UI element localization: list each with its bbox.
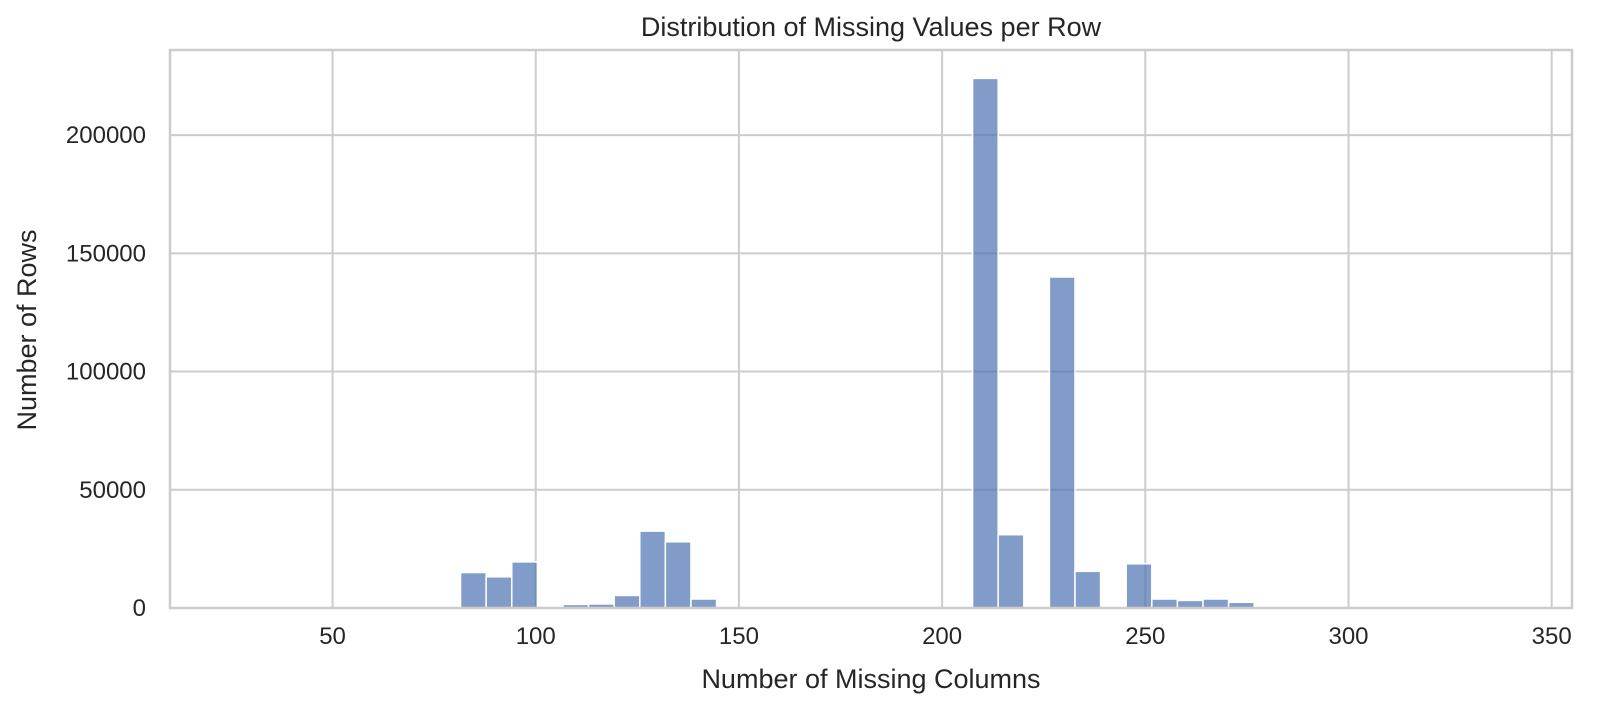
grid-lines (170, 50, 1572, 609)
x-axis-label: Number of Missing Columns (701, 664, 1040, 694)
bars (459, 77, 1255, 609)
x-tick-label: 50 (319, 623, 346, 650)
histogram-bar (664, 541, 692, 609)
histogram-bar (1151, 598, 1179, 609)
chart-title: Distribution of Missing Values per Row (641, 12, 1102, 42)
histogram-bar (690, 598, 718, 609)
y-tick-label: 50000 (79, 477, 146, 504)
y-tick-label: 0 (133, 595, 146, 622)
histogram-bar (1048, 276, 1076, 609)
x-tick-label: 150 (719, 623, 759, 650)
histogram-bar (459, 571, 487, 609)
y-tick-labels: 0 50000 100000 150000 200000 (66, 122, 146, 622)
histogram-bar (1074, 570, 1102, 609)
x-tick-label: 300 (1328, 623, 1368, 650)
histogram-bar (1125, 563, 1153, 609)
y-tick-label: 100000 (66, 359, 146, 386)
x-tick-label: 100 (516, 623, 556, 650)
histogram-bar (485, 576, 513, 609)
plot-frame (168, 48, 1574, 610)
y-tick-label: 150000 (66, 240, 146, 267)
x-tick-label: 250 (1125, 623, 1165, 650)
plot-background (170, 50, 1572, 608)
y-axis-label: Number of Rows (12, 229, 42, 430)
histogram-bar (971, 77, 999, 609)
histogram-bar (997, 533, 1025, 609)
histogram-bar (1202, 598, 1230, 609)
y-tick-label: 200000 (66, 122, 146, 149)
x-tick-labels: 50 100 150 200 250 300 350 (319, 623, 1572, 650)
histogram-bar (639, 530, 667, 609)
x-tick-label: 350 (1532, 623, 1572, 650)
x-tick-label: 200 (922, 623, 962, 650)
histogram-bar (511, 561, 539, 609)
histogram-bar (613, 594, 641, 609)
